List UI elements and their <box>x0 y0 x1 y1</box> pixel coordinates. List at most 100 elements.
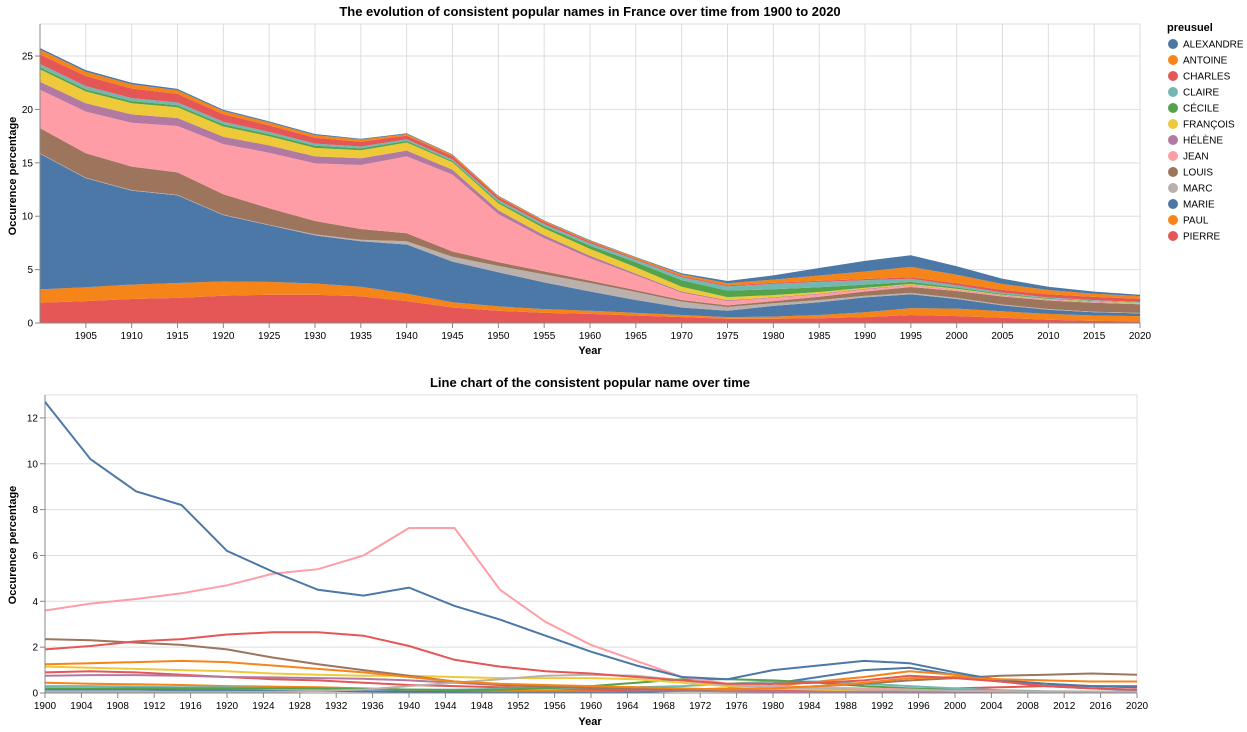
line-chart-x-tick-label: 1984 <box>798 701 821 712</box>
area-layer-louis <box>40 128 1140 313</box>
area-chart-x-tick-label: 1910 <box>121 331 144 342</box>
legend-swatch-paul <box>1168 215 1178 225</box>
line-chart: Line chart of the consistent popular nam… <box>7 375 1149 728</box>
line-series-paul <box>44 659 1137 691</box>
line-chart-x-tick-label: 1936 <box>361 701 384 712</box>
area-chart-x-tick-label: 1925 <box>258 331 281 342</box>
legend-swatch-marie <box>1168 199 1178 209</box>
line-chart-axes: 1900 1904 1908 1912 1916 1920 1924 1928 1932 1936… <box>27 395 1149 712</box>
line-chart-x-tick-label: 1996 <box>907 701 930 712</box>
area-chart-y-tick-label: 15 <box>22 158 34 169</box>
legend-swatch-louis <box>1168 167 1178 177</box>
line-series-marie <box>44 401 1138 689</box>
area-layer-pierre <box>40 294 1140 323</box>
line-chart-x-tick-label: 1900 <box>34 701 57 712</box>
legend-label-pierre: PIERRE <box>1183 232 1221 243</box>
line-chart-y-tick-label: 0 <box>32 689 38 700</box>
line-chart-x-tick-label: 1964 <box>616 701 639 712</box>
legend-swatch-jean <box>1168 151 1178 161</box>
area-chart-x-tick-label: 1905 <box>75 331 98 342</box>
legend-label-marie: MARIE <box>1183 200 1215 211</box>
line-chart-x-tick-label: 1932 <box>325 701 348 712</box>
line-chart-y-tick-label: 2 <box>32 643 38 654</box>
area-chart-x-tick-label: 1975 <box>716 331 739 342</box>
line-chart-x-tick-label: 1908 <box>107 701 130 712</box>
area-chart-x-tick-label: 1985 <box>808 331 831 342</box>
legend-swatch-antoine <box>1168 55 1178 65</box>
line-chart-y-tick-label: 10 <box>27 459 39 470</box>
area-chart-y-tick-label: 20 <box>22 105 34 116</box>
legend-swatch-cecile <box>1168 103 1178 113</box>
line-chart-x-tick-label: 1928 <box>289 701 312 712</box>
line-chart-x-tick-label: 1960 <box>580 701 603 712</box>
line-series-jean <box>44 527 1137 693</box>
line-chart-x-tick-label: 1940 <box>398 701 421 712</box>
area-chart-x-tick-label: 1945 <box>441 331 464 342</box>
legend-swatch-helene <box>1168 135 1178 145</box>
line-chart-x-tick-label: 1920 <box>216 701 239 712</box>
area-chart-x-axis-title: Year <box>578 345 602 357</box>
line-series-pierre <box>44 631 1138 691</box>
legend-swatch-charles <box>1168 71 1178 81</box>
line-chart-y-axis-title: Occurence percentage <box>7 486 19 605</box>
line-chart-x-tick-label: 1916 <box>179 701 202 712</box>
line-chart-x-tick-label: 1976 <box>725 701 748 712</box>
area-chart-x-tick-label: 1915 <box>166 331 189 342</box>
area-chart-axes: 1905 1910 1915 1920 1925 1930 1935 1940 1945 1950… <box>22 24 1152 342</box>
area-chart-x-tick-label: 2005 <box>991 331 1014 342</box>
legend-label-helene: HÉLÈNE <box>1183 134 1223 147</box>
legend-label-francois: FRANÇOIS <box>1183 120 1235 131</box>
stacked-area-chart: The evolution of consistent popular name… <box>7 4 1152 357</box>
line-chart-x-tick-label: 1980 <box>762 701 785 712</box>
line-chart-x-tick-label: 1952 <box>507 701 530 712</box>
legend-label-cecile: CÉCILE <box>1183 102 1219 115</box>
legend-swatch-pierre <box>1168 231 1178 241</box>
area-chart-x-tick-label: 1935 <box>350 331 373 342</box>
legend-label-paul: PAUL <box>1183 216 1209 227</box>
legend-label-jean: JEAN <box>1183 152 1209 163</box>
area-chart-y-tick-label: 5 <box>27 265 33 276</box>
line-chart-x-tick-label: 1924 <box>252 701 275 712</box>
line-chart-x-tick-label: 1956 <box>543 701 566 712</box>
line-chart-x-tick-label: 2016 <box>1089 701 1112 712</box>
area-chart-x-tick-label: 1980 <box>762 331 785 342</box>
line-chart-x-tick-label: 2008 <box>1017 701 1040 712</box>
line-chart-series <box>44 401 1138 694</box>
area-chart-y-axis-title: Occurence percentage <box>7 117 19 236</box>
line-chart-x-axis-title: Year <box>578 716 602 728</box>
line-chart-y-tick-label: 6 <box>32 551 38 562</box>
area-chart-x-tick-label: 1930 <box>304 331 327 342</box>
area-chart-x-tick-label: 1995 <box>900 331 923 342</box>
line-chart-x-tick-label: 2020 <box>1126 701 1149 712</box>
line-chart-title: Line chart of the consistent popular nam… <box>430 375 750 390</box>
line-chart-x-tick-label: 1944 <box>434 701 457 712</box>
legend-swatch-francois <box>1168 119 1178 129</box>
line-chart-x-tick-label: 1904 <box>70 701 93 712</box>
legend-swatch-marc <box>1168 183 1178 193</box>
line-chart-x-tick-label: 2000 <box>944 701 967 712</box>
area-chart-y-tick-label: 25 <box>22 52 34 63</box>
area-chart-x-tick-label: 1970 <box>671 331 694 342</box>
area-chart-x-tick-label: 1990 <box>854 331 877 342</box>
legend: preusuel ALEXANDRE ANTOINE CHARLES CLAIRE CÉ… <box>1167 22 1244 243</box>
line-chart-y-tick-label: 8 <box>32 505 38 516</box>
line-series-marc <box>45 673 1137 693</box>
legend-label-marc: MARC <box>1183 184 1212 195</box>
area-chart-x-tick-label: 2010 <box>1037 331 1060 342</box>
line-chart-y-tick-label: 4 <box>32 597 38 608</box>
area-chart-x-tick-label: 1920 <box>212 331 235 342</box>
area-chart-x-tick-label: 2020 <box>1129 331 1152 342</box>
area-layer-jean <box>40 89 1140 306</box>
line-chart-y-tick-label: 12 <box>27 413 39 424</box>
legend-label-louis: LOUIS <box>1183 168 1213 179</box>
area-chart-x-tick-label: 1965 <box>625 331 648 342</box>
area-layer-paul <box>40 281 1140 322</box>
area-chart-x-tick-label: 1960 <box>579 331 602 342</box>
legend-label-charles: CHARLES <box>1183 72 1231 83</box>
area-chart-x-tick-label: 1950 <box>487 331 510 342</box>
line-series-antoine <box>44 670 1138 692</box>
area-chart-layers <box>40 48 1140 323</box>
line-chart-x-tick-label: 1968 <box>653 701 676 712</box>
